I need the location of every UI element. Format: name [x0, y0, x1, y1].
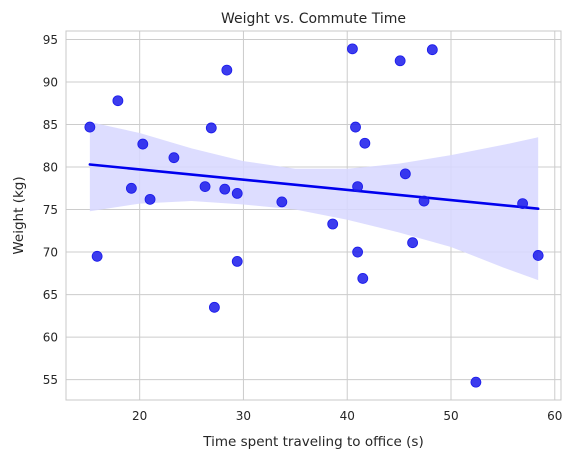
data-point [517, 198, 529, 209]
data-point [199, 181, 211, 192]
y-tick-label: 80 [43, 161, 58, 175]
regression-line-path [88, 163, 540, 210]
x-tick-label: 20 [132, 409, 147, 423]
data-point [426, 44, 438, 56]
data-point [112, 95, 124, 107]
confidence-band [89, 121, 539, 281]
data-point [221, 64, 233, 76]
data-point [125, 182, 137, 194]
chart-title: Weight vs. Commute Time [221, 11, 406, 27]
y-tick-label: 70 [43, 246, 58, 260]
data-point [359, 137, 371, 149]
data-point [84, 121, 96, 133]
data-point [347, 43, 358, 55]
y-tick-label: 90 [43, 76, 58, 90]
data-point [91, 250, 103, 262]
x-axis-label: Time spent traveling to office (s) [202, 434, 423, 450]
x-tick-labels: 20 30 40 50 60 [132, 409, 562, 423]
confidence-band-area [89, 121, 539, 281]
data-point [357, 273, 369, 284]
data-point [205, 122, 217, 134]
y-tick-label: 65 [43, 288, 58, 302]
y-tick-label: 60 [43, 331, 58, 345]
data-point [352, 181, 364, 192]
data-point [137, 138, 149, 150]
y-tick-label: 75 [43, 203, 58, 217]
data-point [276, 196, 288, 208]
data-point [208, 301, 220, 313]
x-tick-label: 40 [340, 409, 355, 423]
data-point [231, 187, 243, 199]
data-point [532, 250, 544, 261]
y-axis-label: Weight (kg) [11, 176, 27, 254]
regression-line [88, 163, 540, 210]
y-tick-label: 55 [43, 373, 58, 387]
y-tick-label: 95 [43, 33, 58, 47]
y-tick-label: 85 [43, 118, 58, 132]
data-point [394, 55, 406, 67]
data-point [352, 246, 364, 258]
x-tick-label: 30 [236, 409, 251, 423]
y-tick-labels: 55 60 65 70 75 80 85 90 95 [43, 33, 58, 387]
data-point [219, 183, 231, 195]
data-point [231, 256, 243, 267]
data-point [350, 121, 361, 133]
data-point [470, 376, 482, 388]
x-tick-label: 60 [547, 409, 562, 423]
data-point [327, 218, 339, 230]
x-tick-label: 50 [443, 409, 458, 423]
plot-frame [65, 30, 562, 401]
data-point [399, 168, 411, 180]
data-point [144, 193, 156, 205]
data-points [84, 43, 544, 388]
data-point [407, 237, 419, 249]
data-point [168, 152, 180, 164]
data-point [418, 195, 430, 207]
